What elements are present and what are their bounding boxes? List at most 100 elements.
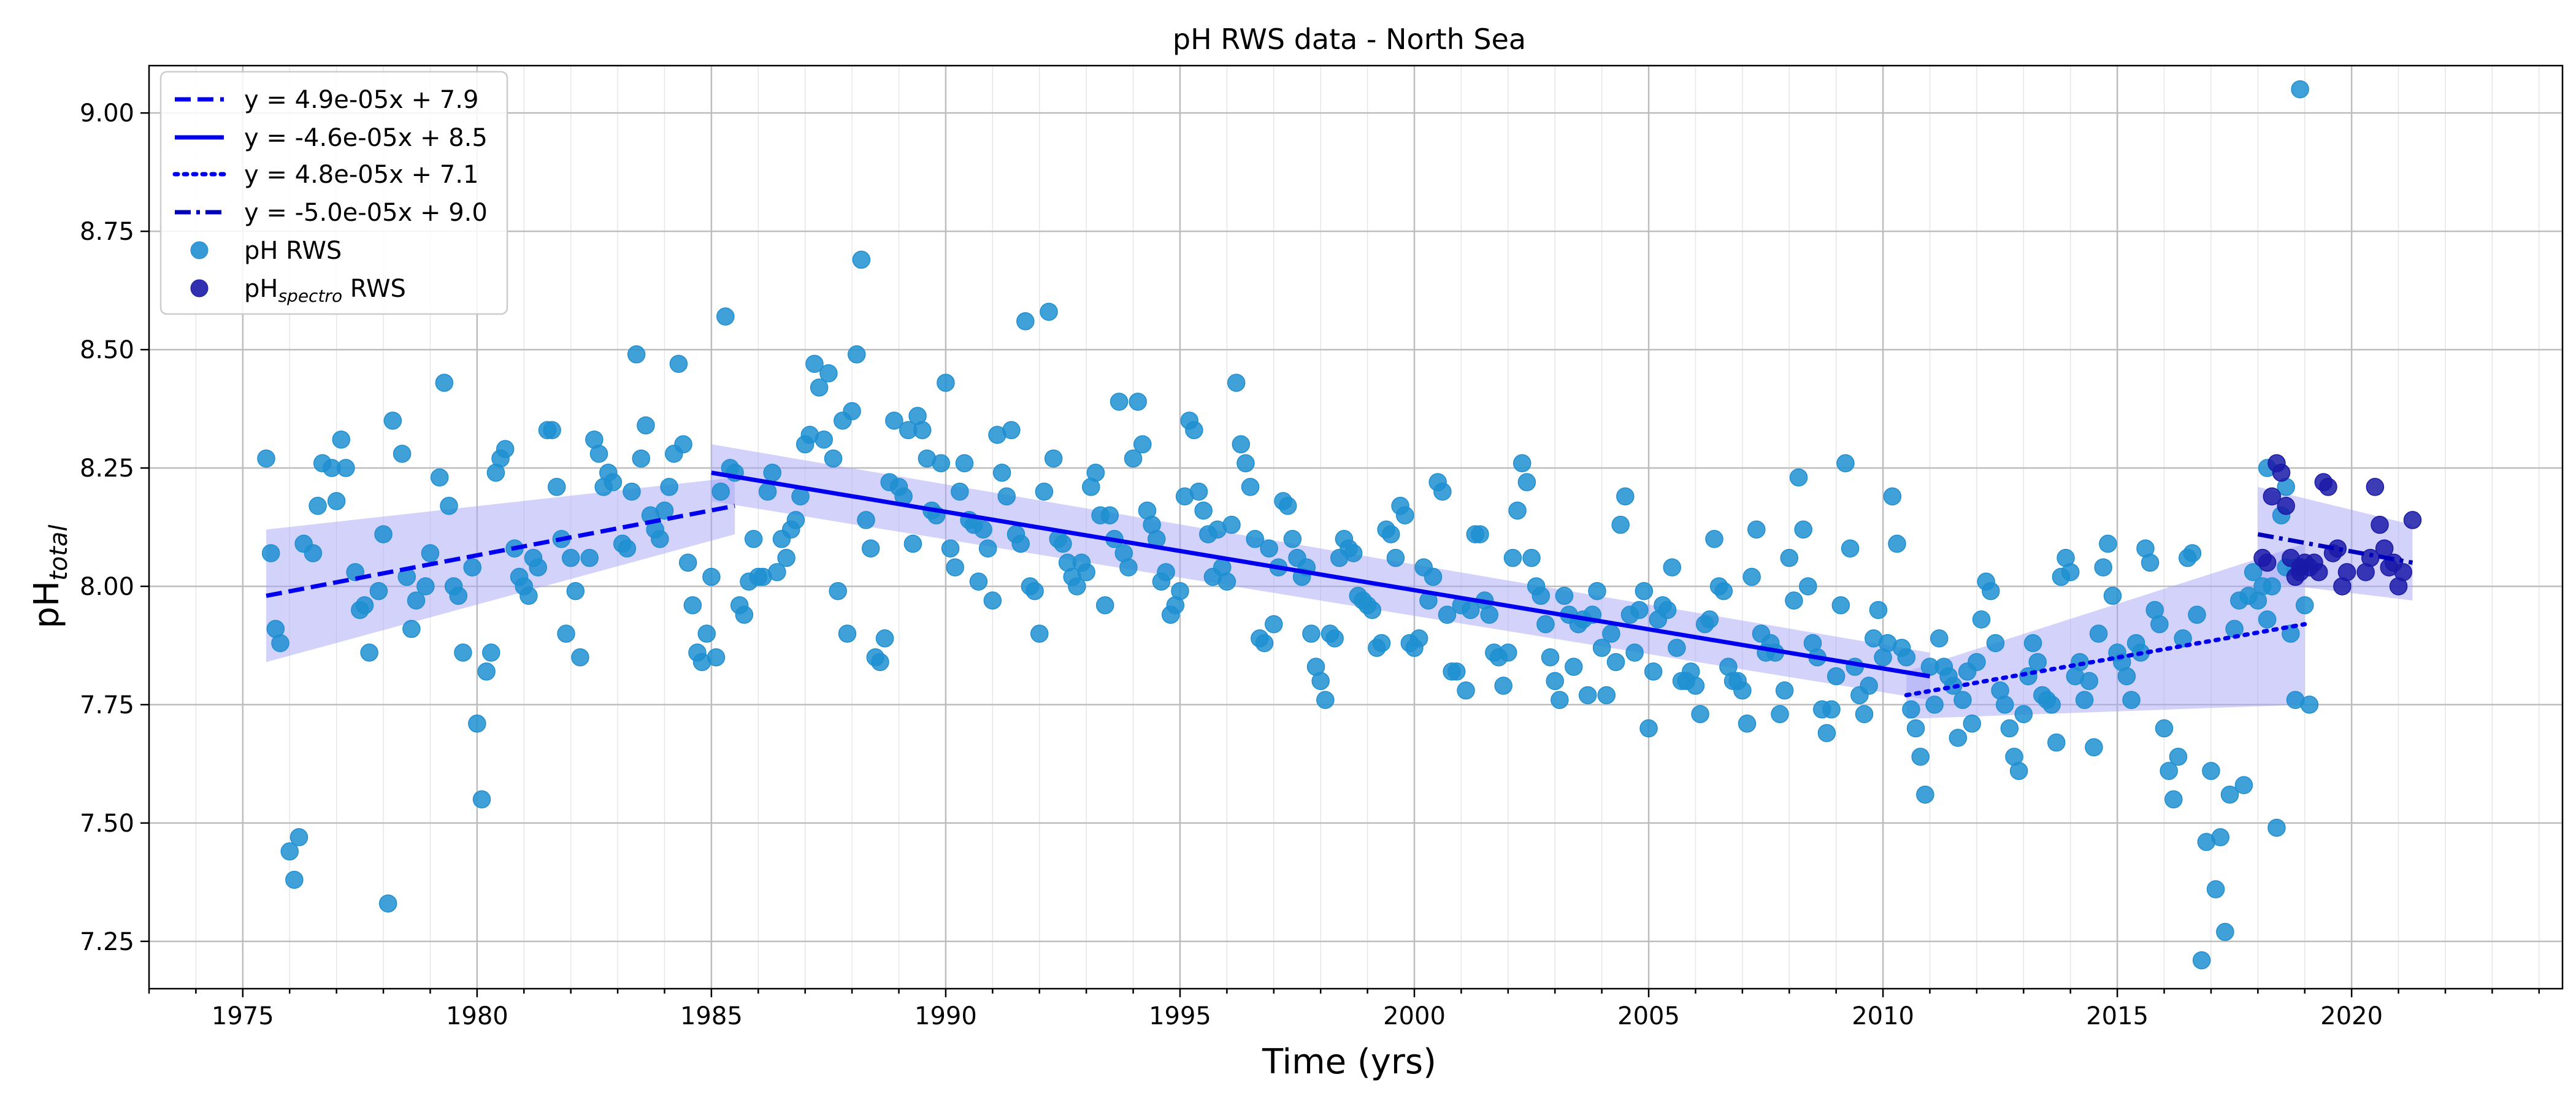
data-point-ph-rws [430,468,449,487]
data-point-ph-rws [360,643,378,662]
data-point-ph-rws [875,629,894,648]
data-point-ph-spectro [2371,515,2389,534]
data-point-ph-rws [2085,738,2103,757]
legend-label-trend3: y = 4.8e-05x + 7.1 [244,161,478,189]
data-point-ph-rws [2300,696,2319,714]
x-tick-label: 2020 [2320,1002,2383,1030]
data-point-ph-rws [1068,577,1086,596]
data-point-ph-rws [2023,634,2042,653]
data-point-ph-rws [2042,696,2061,714]
data-point-ph-spectro [2291,558,2309,577]
data-point-ph-rws [969,572,988,591]
data-point-ph-rws [861,539,880,558]
data-point-ph-rws [937,374,955,392]
data-point-ph-rws [1639,719,1658,738]
data-point-ph-rws [580,548,599,567]
data-point-ph-rws [1700,610,1719,629]
data-point-ph-rws [1541,648,1560,667]
data-point-ph-rws [2296,596,2314,615]
x-tick-label: 1975 [212,1002,274,1030]
data-point-ph-rws [604,473,623,491]
data-point-ph-rws [2141,553,2160,572]
trend-lines [266,470,2413,697]
data-point-ph-rws [1799,577,1817,596]
data-point-ph-rws [1555,586,1574,605]
data-point-ph-rws [1035,482,1054,501]
x-tick-label: 2015 [2086,1002,2149,1030]
data-point-ph-rws [257,449,275,468]
data-point-ph-rws [1283,530,1302,548]
data-point-ph-rws [632,449,651,468]
data-point-ph-rws [1344,544,1363,562]
data-point-ph-rws [829,581,847,600]
data-point-ph-rws [1227,374,1246,392]
data-point-ph-rws [978,539,997,558]
data-point-ph-rws [946,558,964,577]
data-point-ph-rws [463,558,481,577]
data-point-ph-rws [1457,681,1475,700]
data-point-ph-rws [983,591,1002,610]
trend-line [1904,622,2307,697]
data-point-ph-rws [852,250,871,269]
data-point-ph-rws [669,355,688,373]
y-axis-label-main: pH [27,581,67,629]
data-point-ph-rws [1630,600,1649,619]
data-point-ph-rws [1888,534,1906,553]
data-point-ph-rws [1968,653,1986,672]
data-point-ph-rws [309,497,327,515]
data-point-ph-rws [1194,501,1213,520]
svg-text:pHtotal: pHtotal [27,524,73,628]
data-point-ph-rws [1325,629,1344,648]
data-point-ph-rws [2080,672,2099,691]
data-point-ph-rws [337,459,355,477]
data-point-ph-rws [637,416,655,435]
data-point-ph-rws [1185,421,1203,440]
data-point-ph-rws [1438,605,1457,624]
data-point-ph-rws [1780,548,1799,567]
data-point-ph-rws [369,581,388,600]
data-point-ph-rws [707,648,726,667]
data-point-ph-rws [1742,567,1761,586]
data-point-ph-rws [2122,691,2141,709]
data-point-ph-rws [1382,525,1400,543]
legend-marker-ph-spectro [190,279,209,297]
data-point-ph-rws [810,378,829,397]
data-point-ph-rws [2099,534,2117,553]
legend-label-trend1: y = 4.9e-05x + 7.9 [244,86,478,114]
data-point-ph-rws [2103,586,2122,605]
data-point-ph-rws [2234,776,2253,794]
data-point-ph-rws [1100,506,1119,524]
data-point-ph-rws [1110,393,1129,411]
data-point-ph-rws [482,643,500,662]
data-point-ph-rws [1972,610,1991,629]
data-point-ph-rws [1663,558,1682,577]
data-point-ph-spectro [2309,563,2328,581]
data-point-ph-rws [2014,705,2033,724]
data-point-ph-rws [1616,487,1635,506]
data-point-ph-rws [1077,563,1095,581]
data-point-ph-rws [1925,696,1944,714]
data-point-ph-rws [1260,539,1278,558]
data-point-ph-rws [332,430,351,449]
data-point-ph-rws [1536,615,1555,634]
axes-frame [148,64,2564,990]
data-point-ph-rws [843,402,861,421]
data-point-ph-rws [1494,677,1512,695]
data-point-ph-rws [1246,530,1264,548]
data-point-ph-rws [468,715,486,733]
data-point-ph-rws [1002,421,1021,440]
data-point-ph-rws [2061,563,2080,581]
data-point-ph-rws [402,619,421,638]
data-point-ph-rws [1963,715,1982,733]
data-point-ph-rws [1738,715,1757,733]
data-point-ph-rws [763,463,781,482]
data-point-ph-spectro [2258,553,2277,572]
data-point-ph-rws [1189,482,1208,501]
data-point-ph-rws [1217,572,1236,591]
data-point-ph-rws [1588,581,1606,600]
data-point-ph-rws [1822,700,1841,719]
data-point-ph-rws [1817,724,1836,742]
data-point-ph-rws [449,586,468,605]
data-point-ph-rws [913,421,932,440]
data-point-ph-rws [1733,681,1752,700]
